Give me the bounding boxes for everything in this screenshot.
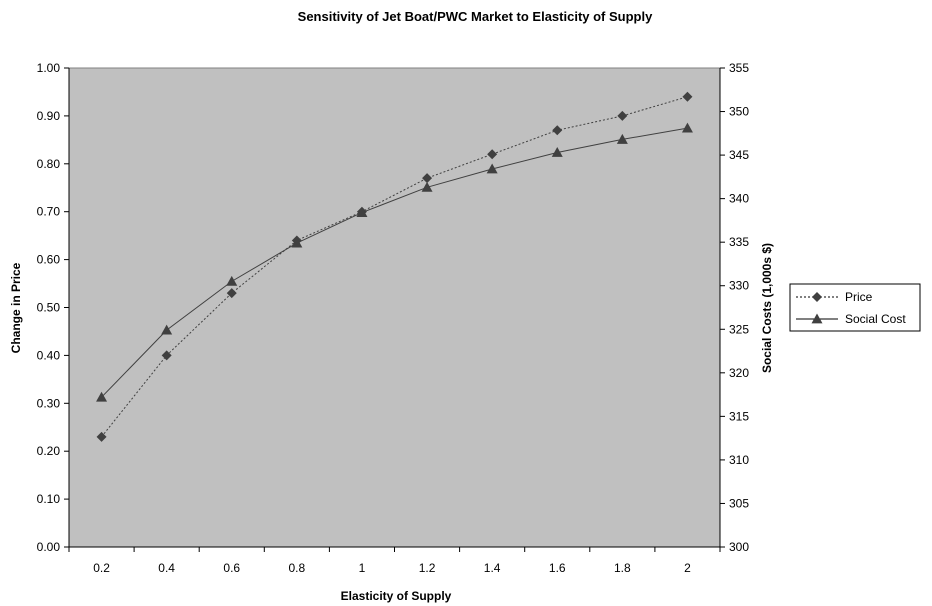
right-axis-tick-label: 310: [729, 453, 749, 467]
left-axis-tick-label: 1.00: [37, 61, 61, 75]
left-axis-tick-label: 0.60: [37, 253, 61, 267]
right-axis-tick-label: 335: [729, 235, 749, 249]
data-point: [681, 122, 693, 133]
x-axis-tick-label: 0.2: [93, 561, 110, 575]
data-point: [487, 149, 498, 160]
x-axis-tick-label: 0.4: [158, 561, 175, 575]
data-point: [226, 288, 237, 299]
series-price: [96, 91, 693, 442]
x-axis-tick-label: 1.2: [419, 561, 436, 575]
x-axis-tick-label: 0.8: [289, 561, 306, 575]
x-axis: 0.2 0.4 0.6 0.8 1 1.2 1.4 1.6 1.8 2: [68, 546, 721, 575]
x-axis-tick-label: 1.6: [549, 561, 566, 575]
data-point: [96, 431, 107, 442]
data-point: [291, 237, 303, 248]
data-point: [161, 324, 173, 335]
right-axis-tick-label: 300: [729, 540, 749, 554]
left-axis-tick-label: 0.40: [37, 348, 61, 362]
chart-title: Sensitivity of Jet Boat/PWC Market to El…: [298, 9, 653, 24]
data-point: [356, 207, 368, 217]
legend-label: Social Cost: [845, 312, 906, 326]
left-axis-tick-label: 0.80: [37, 157, 61, 171]
right-axis-tick-label: 315: [729, 409, 749, 423]
x-axis-tick-label: 0.6: [223, 561, 240, 575]
right-axis-tick-label: 340: [729, 192, 749, 206]
right-axis-tick-label: 325: [729, 322, 749, 336]
data-point: [617, 110, 628, 121]
left-axis-tick-label: 0.00: [37, 540, 61, 554]
series-line: [101, 96, 688, 438]
legend-marker: [811, 313, 823, 324]
data-point: [422, 173, 433, 184]
right-axis-tick-label: 345: [729, 148, 749, 162]
plot-area: [68, 67, 721, 548]
data-point: [486, 163, 498, 174]
right-axis-tick-label: 330: [729, 279, 749, 293]
data-point: [421, 181, 433, 192]
x-axis-tick-label: 2: [684, 561, 691, 575]
data-point: [682, 91, 693, 102]
x-axis-tick-label: 1: [359, 561, 366, 575]
x-axis-label: Elasticity of Supply: [341, 589, 452, 603]
data-point: [552, 125, 563, 136]
data-point: [161, 350, 172, 361]
y2-axis-label: Social Costs (1,000s $): [760, 243, 774, 373]
left-axis-tick-label: 0.50: [37, 301, 61, 315]
series-layer: [96, 91, 693, 442]
y-axis-label: Change in Price: [9, 262, 23, 353]
legend-marker: [812, 292, 822, 302]
left-axis-tick-label: 0.20: [37, 444, 61, 458]
data-point: [616, 133, 628, 144]
right-axis: 300 305 310 315 320 325 330 335 340 345 350 355: [719, 61, 749, 554]
data-point: [96, 391, 108, 402]
left-axis: 0.00 0.10 0.20 0.30 0.40 0.50 0.60 0.70 0.80 0.90…: [37, 61, 70, 554]
data-point: [551, 146, 563, 157]
right-axis-tick-label: 350: [729, 105, 749, 119]
series-line: [101, 127, 688, 398]
legend-label: Price: [845, 290, 873, 304]
left-axis-tick-label: 0.90: [37, 109, 61, 123]
left-axis-tick-label: 0.10: [37, 492, 61, 506]
data-point: [226, 275, 238, 286]
left-axis-tick-label: 0.70: [37, 205, 61, 219]
x-axis-tick-label: 1.8: [614, 561, 631, 575]
series-social-cost: [96, 122, 693, 402]
right-axis-tick-label: 320: [729, 366, 749, 380]
left-axis-tick-label: 0.30: [37, 396, 61, 410]
x-axis-tick-label: 1.4: [484, 561, 501, 575]
legend: Price Social Cost: [789, 283, 921, 332]
right-axis-tick-label: 355: [729, 61, 749, 75]
right-axis-tick-label: 305: [729, 496, 749, 510]
